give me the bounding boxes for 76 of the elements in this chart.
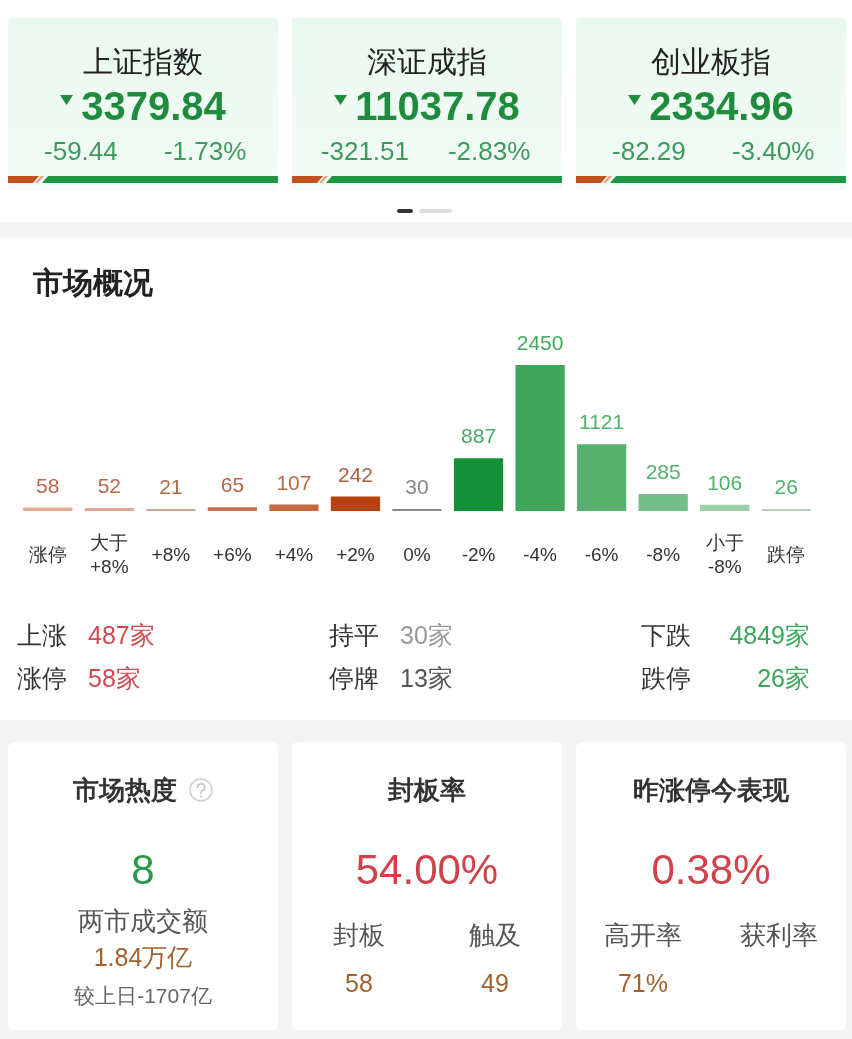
text: 3379.84 — [81, 83, 226, 130]
text: 创业板指 — [650, 44, 772, 80]
bar — [207, 507, 257, 511]
bar — [700, 504, 750, 511]
x-tick-label: 跌停 — [767, 543, 806, 565]
text: 49 — [480, 968, 510, 999]
x-tick-label: +8% — [151, 543, 191, 565]
text: 上涨 — [17, 620, 67, 651]
data-label: 887 — [461, 424, 497, 448]
x-tick-label: 大于 +8% — [90, 531, 129, 577]
text: 两市成交额 — [77, 905, 209, 937]
text: -3.40% — [730, 135, 816, 167]
text: 71% — [616, 968, 669, 999]
text: 深证成指 — [366, 44, 488, 80]
text: 下跌 — [641, 620, 691, 651]
text: 高开率 — [603, 919, 683, 951]
text: 持平 — [329, 620, 379, 651]
text: 停牌 — [329, 663, 379, 694]
text: 4849家 — [729, 620, 810, 651]
data-label: 2450 — [516, 331, 564, 354]
text: 487家 — [88, 620, 155, 651]
text: 54.00% — [354, 845, 500, 895]
text: 较上日-1707亿 — [73, 983, 213, 1009]
data-label: 30 — [405, 475, 429, 498]
text: 1.84万亿 — [92, 942, 194, 973]
bar — [269, 504, 319, 511]
text: 0.38% — [650, 845, 772, 895]
text: 获利率 — [739, 919, 819, 951]
chart-title: 市场概况 — [32, 265, 154, 299]
x-tick-label: -2% — [461, 543, 496, 565]
text: 13家 — [400, 663, 453, 694]
text: -1.73% — [162, 135, 248, 167]
bar — [577, 444, 627, 511]
data-label: 58 — [36, 473, 60, 497]
text: 昨涨停今表现 — [633, 774, 789, 807]
text: 触及 — [468, 919, 522, 951]
x-tick-label: -8% — [646, 543, 681, 565]
bar — [84, 507, 134, 511]
text: 封板率 — [388, 774, 466, 807]
text: 30家 — [400, 620, 453, 651]
text: 26家 — [757, 663, 810, 694]
data-label: 65 — [220, 473, 245, 497]
text: 涨停 — [17, 663, 67, 694]
data-label: 26 — [774, 475, 798, 498]
data-label: 52 — [97, 473, 121, 497]
x-tick-label: 涨停 — [28, 543, 67, 565]
text: -59.44 — [43, 135, 119, 167]
text: -2.83% — [446, 135, 532, 167]
x-tick-label: +2% — [336, 543, 375, 565]
text: 跌停 — [641, 663, 691, 694]
data-label: 285 — [645, 460, 681, 484]
text: 2334.96 — [649, 83, 794, 130]
bar — [515, 365, 565, 511]
text: 上证指数 — [82, 44, 204, 80]
x-tick-label: 0% — [403, 543, 431, 565]
data-label: 106 — [707, 470, 743, 494]
text: 市场热度 — [73, 774, 177, 807]
text: -82.29 — [611, 135, 687, 167]
text: -321.51 — [319, 135, 410, 167]
text: 58 — [344, 968, 374, 999]
bar — [453, 458, 504, 511]
data-label: 242 — [337, 462, 373, 486]
data-label: 1121 — [579, 410, 625, 434]
bar — [330, 496, 381, 511]
text: 8 — [130, 845, 156, 895]
text: 11037.78 — [355, 83, 520, 130]
data-label: 107 — [276, 470, 312, 494]
x-tick-label: +4% — [274, 543, 314, 565]
data-label: 21 — [159, 475, 183, 498]
text: 封板 — [332, 919, 386, 951]
bar — [638, 494, 688, 511]
x-tick-label: -6% — [584, 543, 619, 565]
x-tick-label: 小于 -8% — [705, 531, 744, 577]
text: 58家 — [88, 663, 141, 694]
x-tick-label: -4% — [523, 543, 558, 565]
x-tick-label: +6% — [213, 543, 252, 565]
